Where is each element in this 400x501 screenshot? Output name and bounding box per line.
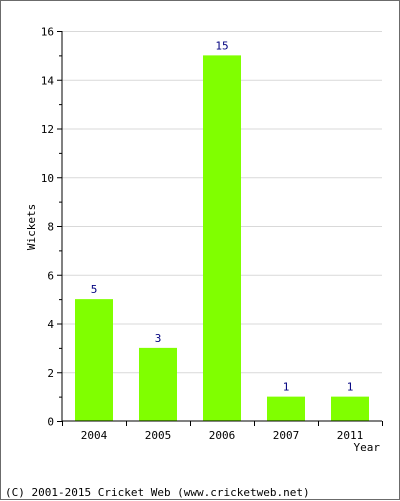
y-tick-label: 6 (47, 269, 54, 282)
x-tick-label: 2006 (209, 429, 236, 442)
x-tick-label: 2007 (273, 429, 300, 442)
y-axis-label: Wickets (25, 204, 38, 250)
bar (331, 396, 369, 421)
axes (57, 31, 383, 426)
bar-value-label: 3 (155, 332, 162, 345)
x-tick-label: 2011 (337, 429, 364, 442)
bar-value-label: 5 (91, 283, 98, 296)
bars (75, 55, 369, 421)
y-tick-label: 14 (41, 74, 55, 87)
bar (203, 55, 241, 421)
y-tick-label: 8 (47, 221, 54, 234)
y-tick-label: 2 (47, 367, 54, 380)
x-tick-labels: 2004 2005 2006 2007 2011 (81, 429, 364, 442)
bar-value-label: 1 (283, 381, 290, 394)
bar (267, 396, 305, 421)
y-tick-label: 12 (41, 123, 54, 136)
data-labels: 5 3 15 1 1 (91, 39, 354, 393)
bar (75, 299, 113, 421)
x-axis-label: Year (354, 441, 381, 454)
x-tick-label: 2004 (81, 429, 108, 442)
y-tick-label: 10 (41, 172, 54, 185)
y-tick-label: 4 (47, 318, 54, 331)
x-tick-label: 2005 (145, 429, 172, 442)
y-tick-label: 0 (47, 416, 54, 429)
bar-value-label: 15 (215, 39, 228, 52)
bar (139, 347, 177, 421)
y-tick-labels: 0 2 4 6 8 10 12 14 16 (41, 26, 55, 429)
y-tick-label: 16 (41, 26, 54, 39)
bar-value-label: 1 (347, 381, 354, 394)
copyright-text: (C) 2001-2015 Cricket Web (www.cricketwe… (5, 486, 310, 499)
